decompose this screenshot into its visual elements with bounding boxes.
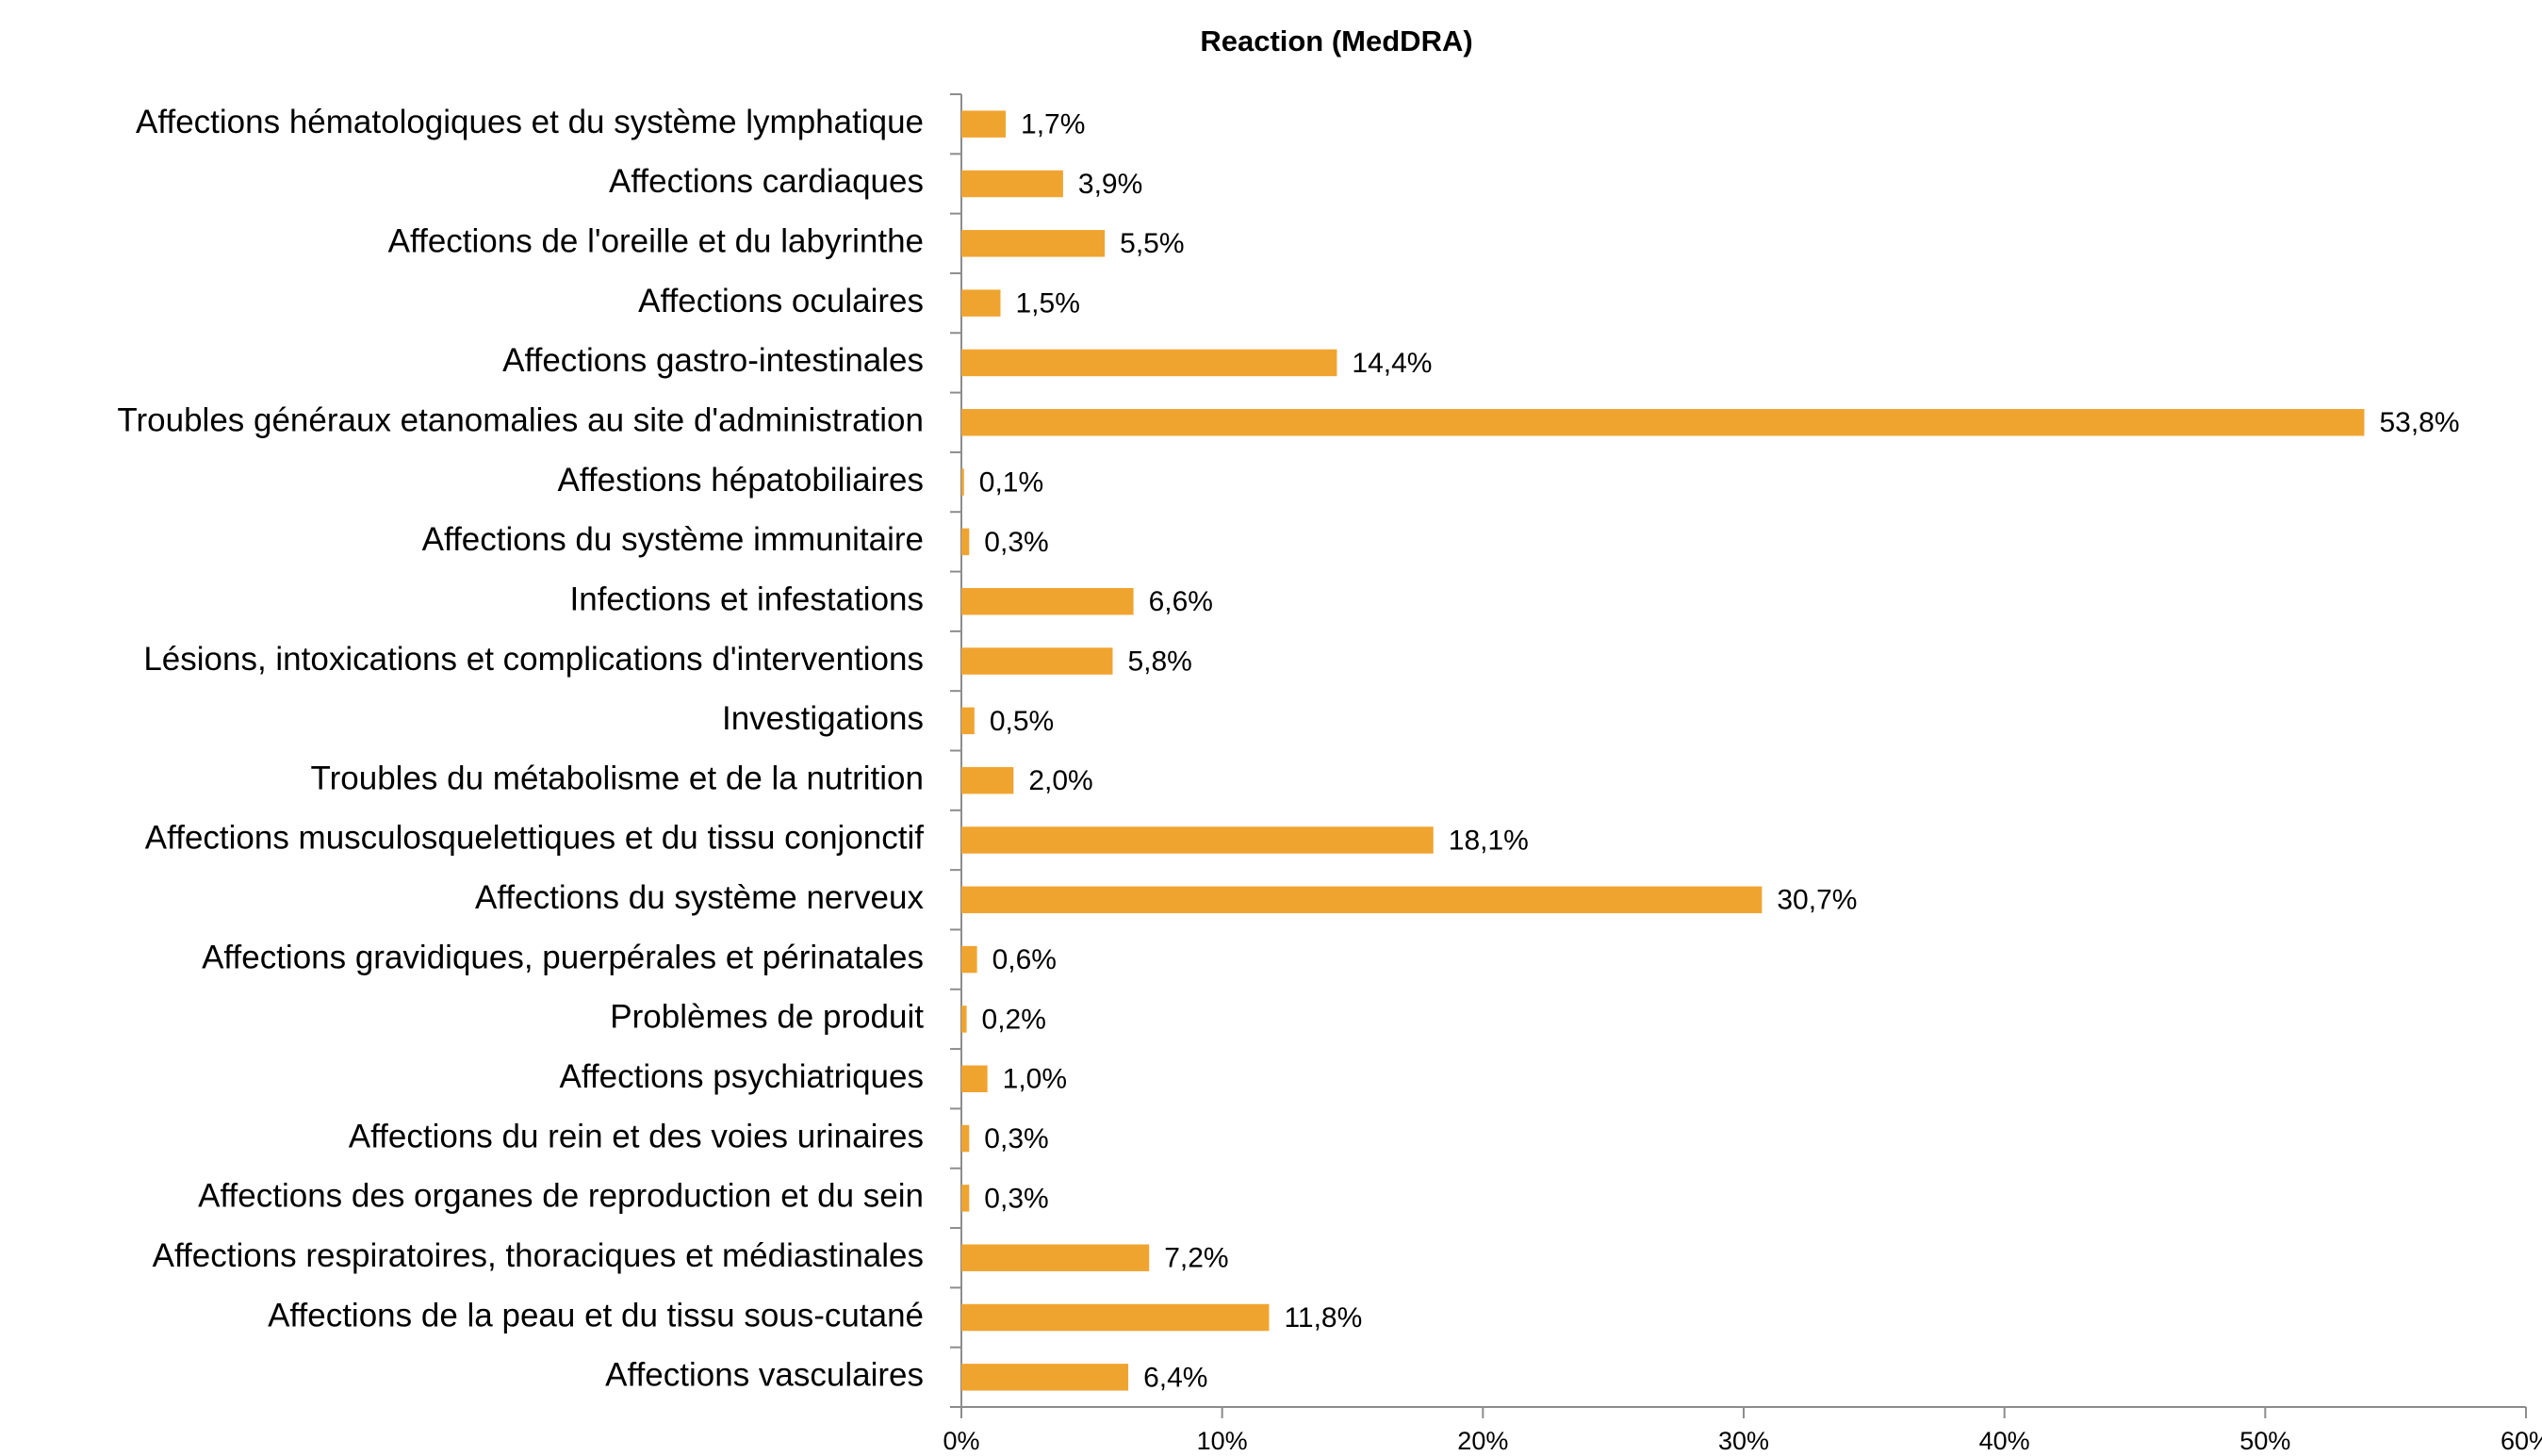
value-label: 3,9% <box>1078 169 1142 200</box>
y-tick-label: Affections oculaires <box>638 283 924 319</box>
bar <box>961 230 1106 257</box>
bar <box>961 349 1337 377</box>
y-tick-label: Infections et infestations <box>570 581 925 617</box>
y-tick-label: Affections du système immunitaire <box>422 521 924 558</box>
y-tick-label: Affections des organes de reproduction e… <box>198 1178 924 1215</box>
value-label: 0,2% <box>982 1004 1046 1035</box>
value-label: 5,5% <box>1120 228 1184 259</box>
x-tick-label: 30% <box>1718 1427 1769 1455</box>
y-tick-label: Affections vasculaires <box>605 1357 924 1394</box>
bar <box>961 528 970 556</box>
x-tick-label: 40% <box>1979 1427 2030 1455</box>
value-label: 0,5% <box>990 706 1054 737</box>
value-label: 30,7% <box>1777 885 1857 916</box>
bar <box>961 826 1434 854</box>
y-tick-label: Troubles du métabolisme et de la nutriti… <box>311 760 924 796</box>
y-tick-label: Affections cardiaques <box>609 163 924 200</box>
y-tick-label: Affections musculosquelettiques et du ti… <box>145 820 924 857</box>
x-tick-label: 60% <box>2501 1427 2542 1455</box>
value-label: 1,5% <box>1016 288 1080 319</box>
y-tick-label: Affestions hépatobiliaires <box>558 462 925 499</box>
value-label: 0,3% <box>984 1183 1048 1214</box>
bar <box>961 409 2365 436</box>
value-label: 18,1% <box>1449 825 1529 856</box>
x-tick-label: 50% <box>2239 1427 2290 1455</box>
bar <box>961 886 1763 914</box>
y-tick-label: Affections gastro-intestinales <box>502 342 924 379</box>
y-tick-label: Affections de la peau et du tissu sous-c… <box>268 1297 924 1333</box>
bar <box>961 110 1007 138</box>
value-label: 11,8% <box>1284 1302 1362 1333</box>
y-tick-label: Affections respiratoires, thoraciques et… <box>153 1237 924 1274</box>
bar <box>961 945 977 973</box>
bar <box>961 1185 970 1212</box>
bar <box>961 1006 967 1033</box>
value-label: 5,8% <box>1127 646 1191 677</box>
bar <box>961 289 1001 317</box>
value-label: 0,3% <box>984 527 1048 558</box>
bar <box>961 1244 1150 1271</box>
y-tick-label: Affections du système nerveux <box>475 879 924 916</box>
y-tick-label: Affections de l'oreille et du labyrinthe <box>388 223 924 260</box>
bar <box>961 587 1134 615</box>
value-label: 0,1% <box>979 466 1043 498</box>
bar <box>961 170 1063 198</box>
y-tick-label: Troubles généraux etanomalies au site d'… <box>117 402 924 439</box>
value-label: 0,6% <box>992 944 1057 975</box>
y-tick-label: Problèmes de produit <box>610 999 924 1036</box>
bar <box>961 468 964 496</box>
bar <box>961 1124 970 1153</box>
value-label: 14,4% <box>1352 348 1432 379</box>
y-tick-label: Affections psychiatriques <box>559 1058 924 1095</box>
bar <box>961 647 1113 675</box>
bar <box>961 766 1014 794</box>
value-label: 2,0% <box>1028 765 1092 796</box>
value-label: 0,3% <box>984 1123 1048 1154</box>
y-tick-label: Lésions, intoxications et complications … <box>143 641 924 678</box>
chart-title: Reaction (MedDRA) <box>1200 25 1472 57</box>
y-tick-label: Affections gravidiques, puerpérales et p… <box>202 939 924 975</box>
value-label: 1,0% <box>1003 1064 1067 1095</box>
bar <box>961 1303 1270 1332</box>
x-tick-label: 10% <box>1197 1427 1248 1455</box>
y-tick-label: Affections du rein et des voies urinaire… <box>349 1118 924 1154</box>
value-label: 1,7% <box>1021 109 1085 140</box>
bar <box>961 707 975 735</box>
value-label: 6,4% <box>1143 1362 1207 1393</box>
x-tick-label: 20% <box>1457 1427 1508 1455</box>
value-label: 7,2% <box>1164 1243 1228 1274</box>
value-label: 53,8% <box>2379 407 2459 438</box>
bar <box>961 1065 988 1092</box>
x-tick-label: 0% <box>943 1427 979 1455</box>
y-tick-label: Affections hématologiques et du système … <box>136 104 924 140</box>
value-label: 6,6% <box>1149 586 1213 617</box>
y-tick-label: Investigations <box>722 700 924 737</box>
bar <box>961 1364 1129 1391</box>
